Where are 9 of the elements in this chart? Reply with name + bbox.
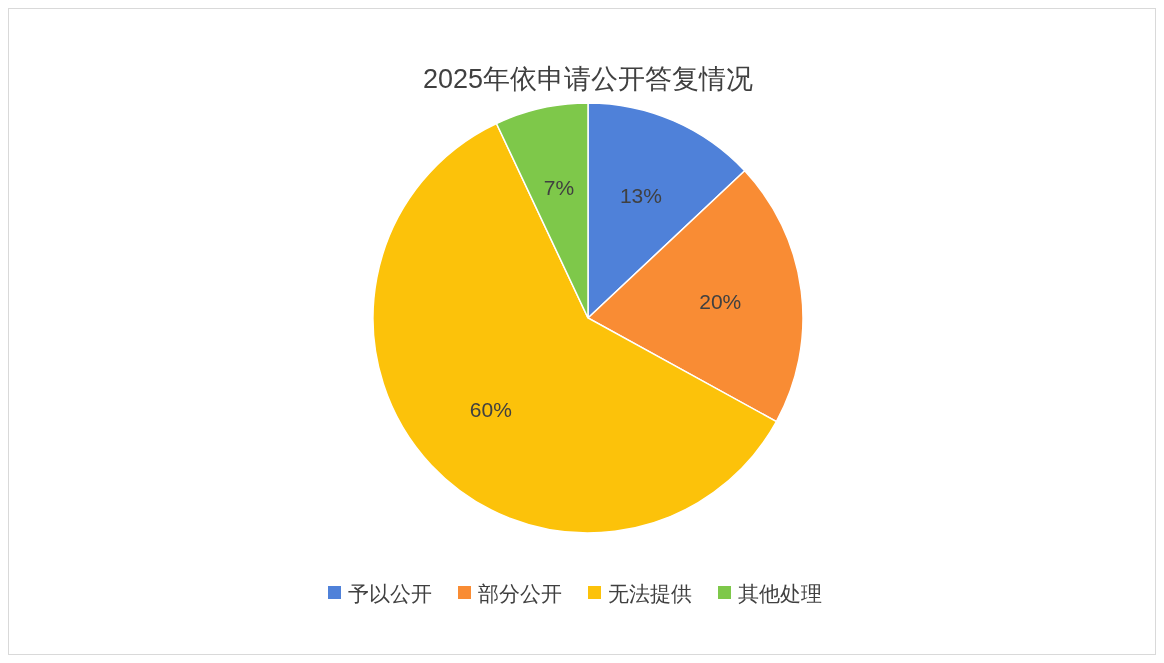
legend-label: 部分公开 bbox=[478, 581, 562, 605]
data-label: 13% bbox=[619, 184, 662, 208]
data-label: 20% bbox=[699, 289, 742, 313]
legend-label: 无法提供 bbox=[608, 581, 692, 605]
chart-title: 2025年依申请公开答复情况 bbox=[422, 64, 754, 94]
data-label: 60% bbox=[469, 397, 512, 421]
data-label: 7% bbox=[543, 176, 575, 200]
legend-label: 予以公开 bbox=[348, 581, 432, 605]
legend-label: 其他处理 bbox=[738, 581, 822, 605]
